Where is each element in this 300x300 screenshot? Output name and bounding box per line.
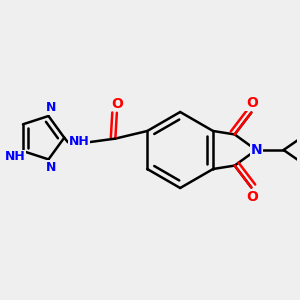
Text: NH: NH <box>5 150 26 163</box>
Text: O: O <box>246 190 258 204</box>
Text: O: O <box>246 96 258 110</box>
Text: N: N <box>250 143 262 157</box>
Text: N: N <box>46 101 56 114</box>
Text: N: N <box>46 161 56 174</box>
Text: NH: NH <box>68 135 89 148</box>
Text: O: O <box>111 97 123 111</box>
